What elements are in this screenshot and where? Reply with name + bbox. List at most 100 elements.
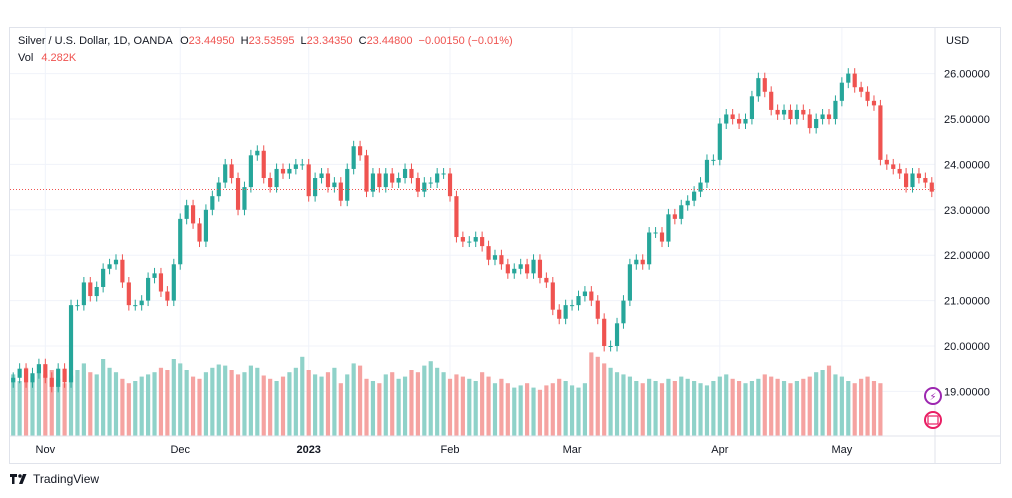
volume-bar [614,372,620,436]
close-label: C [358,35,367,47]
candle-body [653,232,658,234]
candle-body [332,182,337,188]
candle-body [627,264,632,301]
price-tick-label: 19.00000 [944,386,990,398]
candle-body [672,214,677,219]
volume-bar [17,381,22,436]
candle-body [364,155,369,192]
volume-bar [11,374,16,436]
volume-bar [807,376,812,436]
volume-bar [23,367,29,436]
candle-body [910,173,915,188]
candle-body [537,259,543,278]
candle-body [525,264,530,274]
candle-body [711,159,716,161]
time-tick-label: Dec [170,444,190,456]
candle-body [300,164,305,166]
candle-body [756,78,761,97]
volume-bar [197,378,202,436]
volume-bar [370,381,376,436]
legend-volume: Vol 4.282K [18,52,76,64]
price-tick-label: 23.00000 [944,205,990,217]
volume-bar [717,376,722,436]
volume-bar [736,381,742,436]
candle-body [884,159,889,165]
candle-body [357,146,363,156]
volume-bar [390,372,395,436]
price-tick-label: 22.00000 [944,250,990,262]
candle-body [820,114,825,119]
volume-bar [569,385,575,436]
volume-bar [133,381,138,436]
candle-body [582,291,588,297]
volume-bar [505,383,510,436]
candle-body [692,191,697,201]
candle-body [415,178,420,192]
candle-body [563,305,568,319]
candle-body [133,305,138,307]
volume-bar [216,364,221,436]
volume-bar [126,383,131,436]
volume-bar [68,375,74,436]
volume-bar [557,378,562,436]
volume-bar [81,363,86,436]
candle-body [788,109,793,119]
volume-bar [242,372,247,436]
candle-body [576,296,581,306]
candle-body [814,119,819,129]
volume-bar [666,378,671,436]
candle-body [891,164,896,169]
candle-body [550,282,555,310]
candle-body [178,218,183,265]
volume-bar [402,376,408,436]
candle-body [923,178,928,183]
volume-bar [711,381,716,436]
volume-bar [550,383,555,436]
volume-value: 4.282K [41,52,77,64]
volume-bar [62,383,67,436]
volume-bar [492,383,498,436]
price-tick-label: 25.00000 [944,114,990,126]
price-tick-label: 20.00000 [944,341,990,353]
volume-bar [563,381,568,436]
candle-body [261,150,266,179]
high-label: H [240,35,249,47]
candle-body [518,264,523,269]
candle-body [242,187,247,210]
candle-body [409,168,414,179]
brand[interactable]: TradingView [10,472,99,486]
volume-bar [113,372,119,436]
volume-bar [94,374,99,436]
volume-bar [467,378,472,436]
symbol-title: Silver / U.S. Dollar, 1D, OANDA [18,35,173,47]
candle-body [171,264,176,301]
candle-body [319,173,324,179]
volume-bar [589,352,594,436]
volume-bar [422,365,427,436]
volume-bar [499,378,504,436]
candle-body [569,305,575,307]
time-tick-label: 2023 [296,444,320,456]
volume-bar [332,367,337,436]
candle-body [203,209,209,242]
candle-body [724,114,729,124]
volume-bar [704,385,710,436]
currency-label[interactable]: USD [946,35,970,47]
candle-body [544,277,549,283]
candle-body [460,237,465,242]
volume-bar [685,378,690,436]
volume-bar [486,376,491,436]
volume-bar [698,383,703,436]
candle-body [441,173,446,175]
candle-body [229,164,234,179]
candle-body [807,114,812,129]
volume-bar [544,385,549,436]
candle-body [512,268,517,274]
candle-body [769,91,774,110]
open-label: O [180,35,189,47]
volume-bar [480,372,485,436]
volume-bar [88,372,93,436]
legend-ohlc: Silver / U.S. Dollar, 1D, OANDA O23.4495… [18,35,513,47]
volume-bar [531,387,536,436]
